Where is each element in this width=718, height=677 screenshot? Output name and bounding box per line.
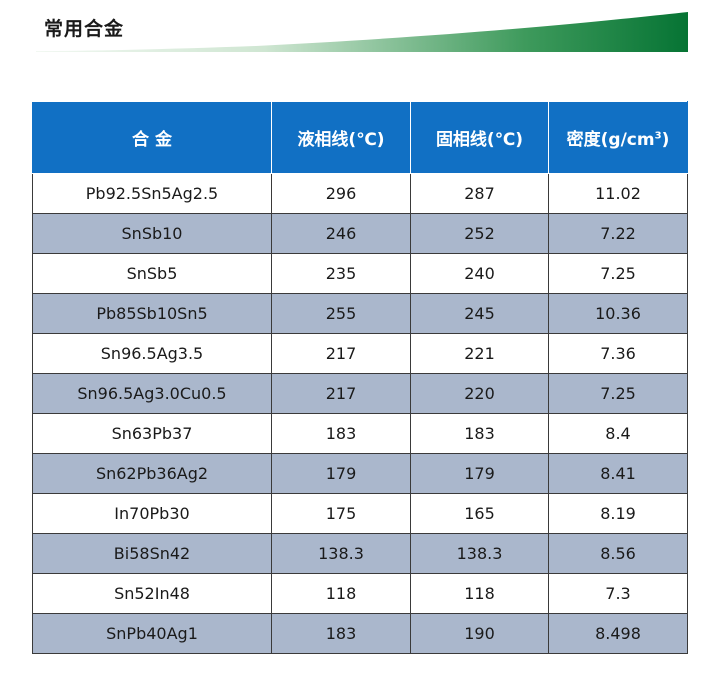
- alloy-table: 合 金 液相线(℃) 固相线(℃) 密度(g/cm3) Pb92.5Sn5Ag2…: [32, 101, 688, 654]
- header-solidus: 固相线(℃): [410, 101, 549, 174]
- liquidus-cell: 183: [271, 613, 411, 654]
- liquidus-cell: 183: [271, 413, 411, 454]
- header-alloy: 合 金: [32, 101, 272, 174]
- liquidus-cell: 246: [271, 213, 411, 254]
- density-cell: 8.4: [548, 413, 688, 454]
- density-cell: 8.56: [548, 533, 688, 574]
- solidus-cell: 245: [410, 293, 549, 334]
- alloy-cell: In70Pb30: [32, 493, 272, 534]
- header-density-label: 密度(g/cm: [566, 130, 655, 150]
- alloy-cell: Pb85Sb10Sn5: [32, 293, 272, 334]
- density-cell: 7.25: [548, 373, 688, 414]
- table-row: Sn63Pb37 183 183 8.4: [32, 413, 688, 454]
- table-row: Sn52In48 118 118 7.3: [32, 573, 688, 614]
- density-cell: 8.41: [548, 453, 688, 494]
- liquidus-cell: 217: [271, 373, 411, 414]
- table-row: Sn96.5Ag3.0Cu0.5 217 220 7.25: [32, 373, 688, 414]
- solidus-cell: 240: [410, 253, 549, 294]
- table-row: SnSb5 235 240 7.25: [32, 253, 688, 294]
- alloy-cell: Sn63Pb37: [32, 413, 272, 454]
- table-row: Pb92.5Sn5Ag2.5 296 287 11.02: [32, 173, 688, 214]
- liquidus-cell: 138.3: [271, 533, 411, 574]
- alloy-cell: Bi58Sn42: [32, 533, 272, 574]
- density-cell: 7.3: [548, 573, 688, 614]
- table-header-row: 合 金 液相线(℃) 固相线(℃) 密度(g/cm3): [32, 101, 688, 174]
- table-row: SnPb40Ag1 183 190 8.498: [32, 613, 688, 654]
- alloy-cell: SnSb10: [32, 213, 272, 254]
- solidus-cell: 118: [410, 573, 549, 614]
- density-cell: 8.19: [548, 493, 688, 534]
- solidus-cell: 165: [410, 493, 549, 534]
- liquidus-cell: 217: [271, 333, 411, 374]
- liquidus-cell: 235: [271, 253, 411, 294]
- density-cell: 8.498: [548, 613, 688, 654]
- table-row: Pb85Sb10Sn5 255 245 10.36: [32, 293, 688, 334]
- density-cell: 7.36: [548, 333, 688, 374]
- solidus-cell: 190: [410, 613, 549, 654]
- heading-underline: [36, 12, 688, 52]
- header-density-exponent: 3: [654, 130, 662, 142]
- alloy-cell: Sn62Pb36Ag2: [32, 453, 272, 494]
- table-row: Sn62Pb36Ag2 179 179 8.41: [32, 453, 688, 494]
- alloy-cell: Sn52In48: [32, 573, 272, 614]
- density-cell: 7.25: [548, 253, 688, 294]
- density-cell: 10.36: [548, 293, 688, 334]
- alloy-cell: Sn96.5Ag3.5: [32, 333, 272, 374]
- liquidus-cell: 175: [271, 493, 411, 534]
- solidus-cell: 287: [410, 173, 549, 214]
- header-liquidus: 液相线(℃): [271, 101, 411, 174]
- solidus-cell: 183: [410, 413, 549, 454]
- table-row: Bi58Sn42 138.3 138.3 8.56: [32, 533, 688, 574]
- alloy-cell: SnPb40Ag1: [32, 613, 272, 654]
- solidus-cell: 179: [410, 453, 549, 494]
- liquidus-cell: 118: [271, 573, 411, 614]
- table-row: In70Pb30 175 165 8.19: [32, 493, 688, 534]
- header-density: 密度(g/cm3): [548, 101, 688, 174]
- alloy-cell: Sn96.5Ag3.0Cu0.5: [32, 373, 272, 414]
- liquidus-cell: 179: [271, 453, 411, 494]
- solidus-cell: 138.3: [410, 533, 549, 574]
- solidus-cell: 220: [410, 373, 549, 414]
- page-title: 常用合金: [44, 18, 125, 40]
- liquidus-cell: 255: [271, 293, 411, 334]
- header-density-close: ): [661, 130, 670, 150]
- solidus-cell: 221: [410, 333, 549, 374]
- table-row: Sn96.5Ag3.5 217 221 7.36: [32, 333, 688, 374]
- table-row: SnSb10 246 252 7.22: [32, 213, 688, 254]
- density-cell: 11.02: [548, 173, 688, 214]
- density-cell: 7.22: [548, 213, 688, 254]
- solidus-cell: 252: [410, 213, 549, 254]
- alloy-cell: Pb92.5Sn5Ag2.5: [32, 173, 272, 214]
- alloy-cell: SnSb5: [32, 253, 272, 294]
- liquidus-cell: 296: [271, 173, 411, 214]
